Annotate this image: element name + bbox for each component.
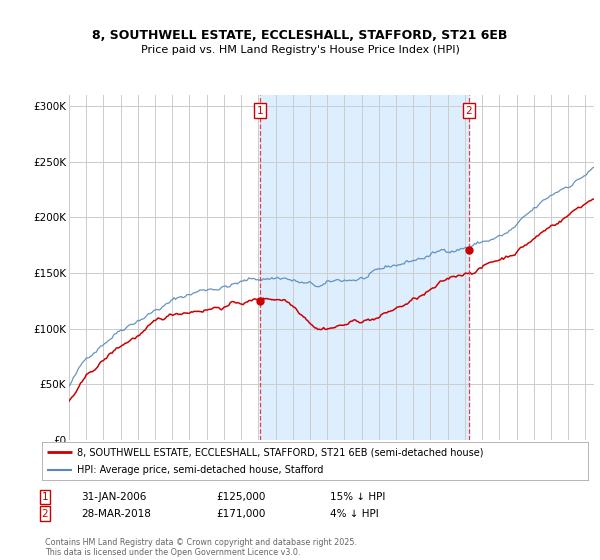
Text: 2: 2	[41, 508, 49, 519]
Text: £171,000: £171,000	[216, 508, 265, 519]
Text: 8, SOUTHWELL ESTATE, ECCLESHALL, STAFFORD, ST21 6EB: 8, SOUTHWELL ESTATE, ECCLESHALL, STAFFOR…	[92, 29, 508, 42]
Text: 31-JAN-2006: 31-JAN-2006	[81, 492, 146, 502]
Text: 8, SOUTHWELL ESTATE, ECCLESHALL, STAFFORD, ST21 6EB (semi-detached house): 8, SOUTHWELL ESTATE, ECCLESHALL, STAFFOR…	[77, 447, 484, 457]
Text: 1: 1	[41, 492, 49, 502]
Text: 2: 2	[466, 105, 472, 115]
Text: Contains HM Land Registry data © Crown copyright and database right 2025.
This d: Contains HM Land Registry data © Crown c…	[45, 538, 357, 557]
Text: 1: 1	[256, 105, 263, 115]
Text: 4% ↓ HPI: 4% ↓ HPI	[330, 508, 379, 519]
Text: £125,000: £125,000	[216, 492, 265, 502]
Text: HPI: Average price, semi-detached house, Stafford: HPI: Average price, semi-detached house,…	[77, 465, 324, 475]
Text: 15% ↓ HPI: 15% ↓ HPI	[330, 492, 385, 502]
Text: 28-MAR-2018: 28-MAR-2018	[81, 508, 151, 519]
Text: Price paid vs. HM Land Registry's House Price Index (HPI): Price paid vs. HM Land Registry's House …	[140, 45, 460, 55]
Bar	[260, 95, 469, 440]
